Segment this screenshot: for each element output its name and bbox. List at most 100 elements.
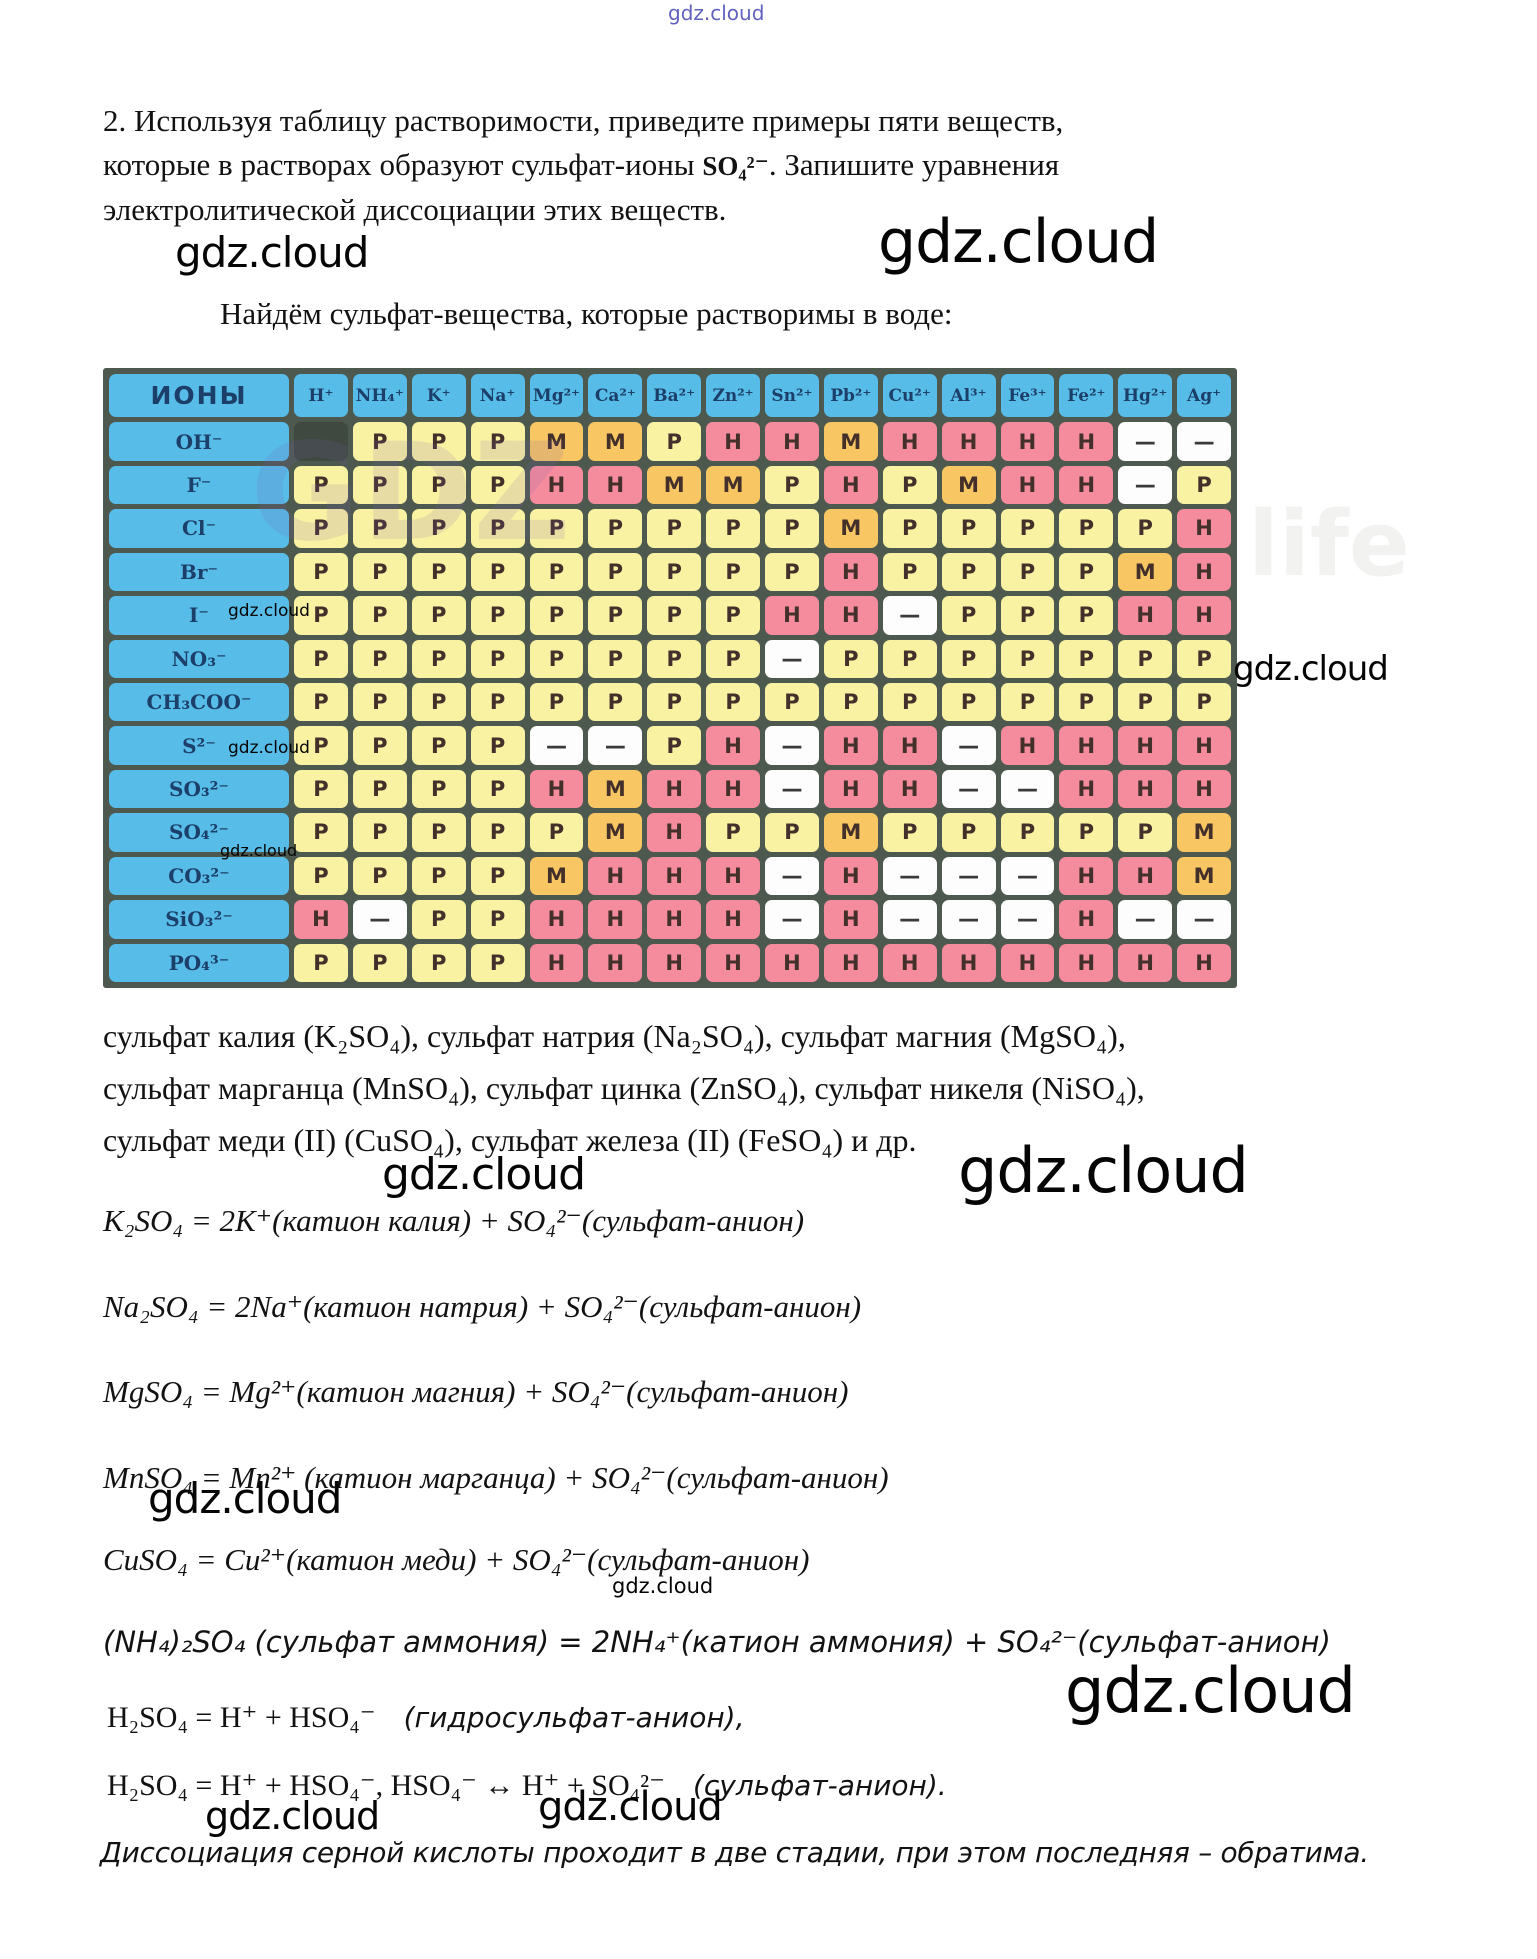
solubility-cell: Н [823,769,878,809]
solubility-cell: Н [529,900,584,939]
solubility-cell: — [1000,856,1055,896]
solubility-cell: — [588,726,643,765]
table-corner-label: ИОНЫ [109,374,289,418]
solubility-cell: — [1000,769,1055,809]
solubility-cell: Р [647,726,702,765]
solubility-cell: Р [1059,596,1114,635]
solubility-cell: Р [765,509,819,548]
equation-k2so4: K₂SO₄ = 2K⁺(катион калия) + SO₄²⁻(сульфа… [103,1203,805,1238]
anion-label: CH₃COO⁻ [109,682,289,722]
solubility-cell: Р [882,509,937,548]
solubility-cell: Р [352,639,407,678]
anion-label: NO₃⁻ [109,639,289,678]
solubility-cell: Н [588,465,643,505]
solubility-cell: Н [706,769,760,809]
cation-header: Ca²⁺ [588,374,643,418]
solubility-cell: Н [1000,943,1055,982]
solubility-cell: Н [1059,943,1114,982]
solubility-cell: Р [352,813,407,852]
solubility-cell: Р [411,639,466,678]
solubility-cell: Р [352,769,407,809]
solubility-cell: Н [647,769,702,809]
solubility-cell: Р [588,682,643,722]
equation-h2so4-stage1: H₂SO₄ = H⁺ + HSO₄⁻ (гидросульфат-анион), [107,1700,745,1735]
solubility-cell: Н [1177,509,1231,548]
solubility-cell: — [765,856,819,896]
equation-cuso4: CuSO₄ = Cu²⁺(катион меди) + SO₄²⁻(сульфа… [103,1542,810,1577]
solubility-cell: Р [411,552,466,592]
solubility-cell: М [941,465,996,505]
solubility-cell: Р [352,552,407,592]
solubility-cell: Н [706,856,760,896]
solubility-cell: Р [294,943,348,982]
anion-label: Cl⁻ [109,509,289,548]
solubility-cell: Н [823,552,878,592]
solubility-cell: Р [647,552,702,592]
solubility-cell: Р [411,813,466,852]
solubility-cell: Р [1177,639,1231,678]
solubility-cell: Р [588,596,643,635]
solubility-cell: Р [352,596,407,635]
solubility-cell: Р [706,639,760,678]
solubility-cell: Р [1000,682,1055,722]
solubility-cell: Р [411,465,466,505]
solubility-cell: М [529,856,584,896]
solubility-cell: М [823,422,878,461]
solubility-cell: Р [588,639,643,678]
sulfates-line-2: сульфат марганца (MnSO₄), сульфат цинка … [103,1070,1145,1106]
cation-header: Na⁺ [470,374,525,418]
solubility-cell: — [529,726,584,765]
cation-header: Ag⁺ [1177,374,1231,418]
solubility-cell: Р [1177,682,1231,722]
h2so4-stage2-note: (сульфат-анион). [692,1769,947,1802]
solubility-cell: Н [647,943,702,982]
solubility-cell: — [1118,422,1173,461]
solubility-cell: Р [529,596,584,635]
solubility-cell: Р [882,552,937,592]
solubility-cell: М [706,465,760,505]
solubility-cell: Р [1177,465,1231,505]
solubility-cell: Н [823,900,878,939]
anion-label: I⁻ [109,596,289,635]
solubility-cell: Н [823,596,878,635]
solubility-cell: — [352,900,407,939]
solubility-cell: — [882,856,937,896]
solubility-cell: Н [647,900,702,939]
solubility-cell: Н [1059,900,1114,939]
watermark-gdz: gdz.cloud [1233,649,1389,689]
watermark-gdz: gdz.cloud [228,601,310,621]
solubility-cell: Р [1059,552,1114,592]
solubility-cell: Р [352,422,407,461]
watermark-gdz: gdz.cloud [228,738,310,758]
solubility-cell: Р [411,682,466,722]
solubility-cell: Н [1177,552,1231,592]
solubility-cell: Р [411,900,466,939]
h2so4-stage2-formula: H₂SO₄ = H⁺ + HSO₄⁻, HSO₄⁻ ↔ H⁺ + SO₄²⁻ [107,1769,665,1802]
solubility-cell: Н [1177,726,1231,765]
cation-header: Al³⁺ [941,374,996,418]
solubility-cell: Р [1000,813,1055,852]
equation-h2so4-stage2: H₂SO₄ = H⁺ + HSO₄⁻, HSO₄⁻ ↔ H⁺ + SO₄²⁻ (с… [107,1768,947,1803]
solubility-cell: М [647,465,702,505]
cation-header: Mg²⁺ [529,374,584,418]
solubility-cell: — [765,726,819,765]
solubility-cell: Н [294,900,348,939]
solubility-cell: Н [1118,769,1173,809]
question-text: 2. Используя таблицу растворимости, прив… [103,99,1503,232]
anion-label: SO₃²⁻ [109,769,289,809]
anion-label: Br⁻ [109,552,289,592]
solubility-cell: Р [470,639,525,678]
watermark-gdz: gdz.cloud [148,1474,342,1523]
solubility-cell: Н [706,726,760,765]
solubility-cell: Р [941,682,996,722]
solubility-cell: Н [823,943,878,982]
solubility-cell: — [1118,900,1173,939]
solubility-cell: Р [706,682,760,722]
solubility-cell: Р [765,682,819,722]
solubility-cell: Р [470,422,525,461]
solubility-cell: Р [706,596,760,635]
cation-header: H⁺ [294,374,348,418]
solubility-cell: Н [765,596,819,635]
watermark-ghost-life: life [1248,492,1410,597]
solubility-cell: Р [411,596,466,635]
